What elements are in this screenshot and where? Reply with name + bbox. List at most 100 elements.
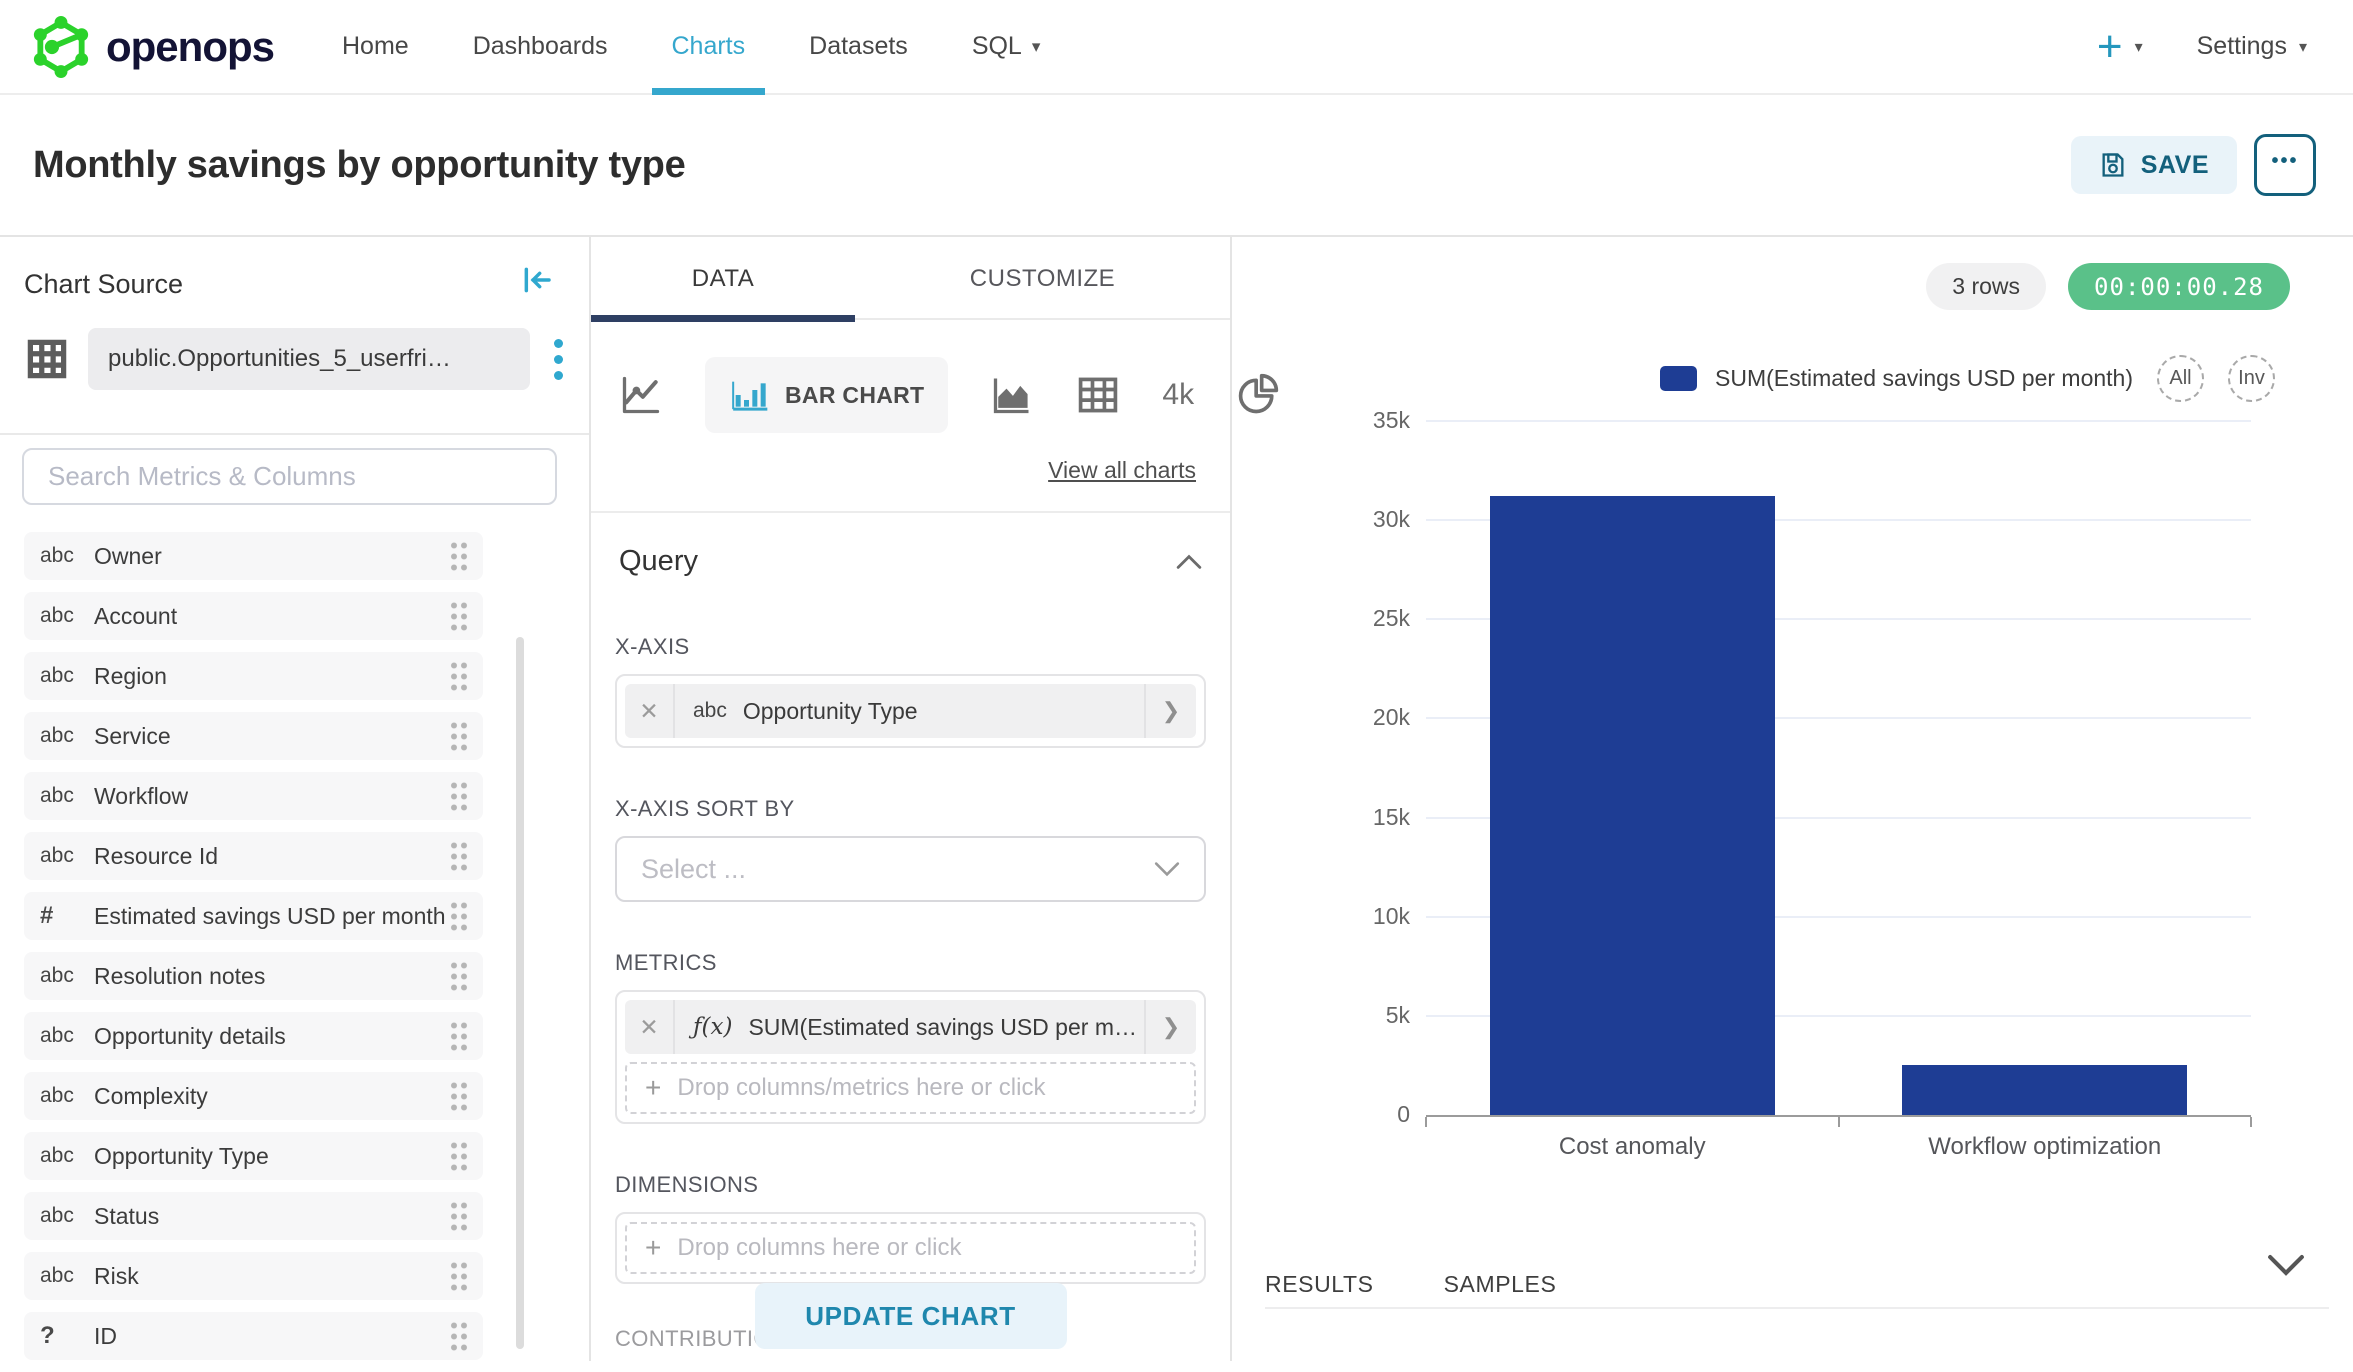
view-all-charts-link[interactable]: View all charts (1048, 457, 1196, 484)
column-item[interactable]: abc Risk (24, 1252, 483, 1300)
add-new-button[interactable]: + ▾ (2097, 25, 2143, 69)
y-axis-tick-label: 5k (1320, 1002, 1410, 1029)
page-header: Monthly savings by opportunity type SAVE… (0, 95, 2353, 235)
drag-handle-icon[interactable] (449, 1140, 469, 1172)
drag-handle-icon[interactable] (449, 1320, 469, 1352)
tab-results[interactable]: RESULTS (1265, 1271, 1374, 1298)
search-input[interactable] (22, 448, 557, 505)
drag-handle-icon[interactable] (449, 1080, 469, 1112)
column-item[interactable]: abc Service (24, 712, 483, 760)
x-axis-sort-select[interactable]: Select ... (615, 836, 1206, 902)
y-axis-tick-label: 20k (1320, 704, 1410, 731)
dataset-menu-button[interactable] (550, 335, 567, 384)
column-type-icon: abc (40, 1024, 94, 1048)
column-item[interactable]: # Estimated savings USD per month (24, 892, 483, 940)
x-axis-control: ✕ abc Opportunity Type ❯ (615, 674, 1206, 748)
legend-inv-button[interactable]: Inv (2228, 355, 2275, 402)
bar[interactable] (1902, 1065, 2187, 1115)
metrics-drop-zone[interactable]: + Drop columns/metrics here or click (625, 1062, 1196, 1114)
column-item[interactable]: abc Account (24, 592, 483, 640)
y-axis-tick-label: 10k (1320, 903, 1410, 930)
x-axis-sort-label: X-AXIS SORT BY (615, 796, 1206, 822)
divider (0, 433, 589, 435)
dimensions-drop-zone[interactable]: + Drop columns here or click (625, 1222, 1196, 1274)
settings-menu[interactable]: Settings ▾ (2197, 32, 2307, 61)
plus-icon: + (645, 1074, 661, 1102)
remove-icon[interactable]: ✕ (625, 1000, 675, 1054)
column-item[interactable]: abc Status (24, 1192, 483, 1240)
x-axis-category-label: Cost anomaly (1426, 1133, 1839, 1161)
column-item[interactable]: ? ID (24, 1312, 483, 1360)
table-chart-icon[interactable] (1076, 373, 1120, 417)
update-chart-button[interactable]: UPDATE CHART (755, 1283, 1067, 1349)
collapse-panel-button[interactable] (521, 265, 553, 295)
save-button[interactable]: SAVE (2071, 136, 2237, 194)
nav-item-home[interactable]: Home ▾ (310, 0, 441, 93)
dataset-selector[interactable]: public.Opportunities_5_userfri… (88, 328, 530, 390)
column-type-icon: abc (40, 964, 94, 988)
scrollbar[interactable] (516, 637, 524, 1349)
drag-handle-icon[interactable] (449, 660, 469, 692)
bar[interactable] (1490, 496, 1775, 1115)
column-item[interactable]: abc Region (24, 652, 483, 700)
chart-controls-panel: DATA CUSTOMIZE BAR CHART (591, 237, 1232, 1361)
column-item[interactable]: abc Complexity (24, 1072, 483, 1120)
openops-logo-icon (30, 16, 92, 78)
drag-handle-icon[interactable] (449, 720, 469, 752)
drag-handle-icon[interactable] (449, 1260, 469, 1292)
expand-icon[interactable]: ❯ (1144, 1000, 1196, 1054)
column-item[interactable]: abc Opportunity Type (24, 1132, 483, 1180)
column-item[interactable]: abc Resource Id (24, 832, 483, 880)
page-title: Monthly savings by opportunity type (0, 144, 685, 187)
nav-item-datasets[interactable]: Datasets ▾ (777, 0, 940, 93)
column-item[interactable]: abc Owner (24, 532, 483, 580)
big-number-chart-icon[interactable]: 4k (1162, 378, 1194, 412)
nav-item-dashboards[interactable]: Dashboards ▾ (441, 0, 640, 93)
column-type-icon: ? (40, 1322, 94, 1350)
chart-source-panel: Chart Source public.Opportunities_5_user… (0, 237, 591, 1361)
column-item[interactable]: abc Opportunity details (24, 1012, 483, 1060)
drag-handle-icon[interactable] (449, 840, 469, 872)
chart-type-picker: BAR CHART 4k (619, 355, 1202, 435)
axis-tick (2250, 1117, 2252, 1127)
ellipsis-icon: ••• (2271, 150, 2298, 173)
drag-handle-icon[interactable] (449, 900, 469, 932)
more-actions-button[interactable]: ••• (2254, 134, 2316, 196)
y-axis-tick-label: 15k (1320, 804, 1410, 831)
column-item[interactable]: abc Workflow (24, 772, 483, 820)
y-axis-tick-label: 25k (1320, 605, 1410, 632)
nav-item-sql[interactable]: SQL ▾ (940, 0, 1073, 93)
x-axis-value[interactable]: abc Opportunity Type (675, 698, 1144, 725)
collapse-section-icon[interactable] (1176, 553, 1202, 571)
legend-all-button[interactable]: All (2157, 355, 2204, 402)
columns-list: abc Owner abc Account abc Region abc Ser… (24, 532, 483, 1372)
legend-swatch[interactable] (1660, 366, 1697, 391)
drag-handle-icon[interactable] (449, 1020, 469, 1052)
column-item[interactable]: abc Resolution notes (24, 952, 483, 1000)
openops-logo[interactable]: openops (0, 16, 310, 78)
drag-handle-icon[interactable] (449, 600, 469, 632)
collapse-results-button[interactable] (2267, 1253, 2305, 1277)
metric-value[interactable]: ƒ(x) SUM(Estimated savings USD per m… (675, 1014, 1144, 1041)
axis-tick (1425, 1117, 1427, 1127)
legend-label[interactable]: SUM(Estimated savings USD per month) (1715, 365, 2133, 392)
remove-icon[interactable]: ✕ (625, 684, 675, 738)
expand-icon[interactable]: ❯ (1144, 684, 1196, 738)
column-type-icon: abc (40, 1264, 94, 1288)
tab-data[interactable]: DATA (591, 237, 855, 320)
drag-handle-icon[interactable] (449, 780, 469, 812)
line-chart-icon[interactable] (619, 373, 663, 417)
drag-handle-icon[interactable] (449, 540, 469, 572)
divider (1265, 1307, 2329, 1309)
drag-handle-icon[interactable] (449, 960, 469, 992)
y-axis-tick-label: 35k (1320, 407, 1410, 434)
tab-samples[interactable]: SAMPLES (1444, 1271, 1557, 1298)
drag-handle-icon[interactable] (449, 1200, 469, 1232)
column-type-icon: abc (693, 699, 727, 723)
column-type-icon: abc (40, 1204, 94, 1228)
tab-customize[interactable]: CUSTOMIZE (855, 237, 1230, 320)
bar-chart-type-selected[interactable]: BAR CHART (705, 357, 948, 433)
area-chart-icon[interactable] (990, 373, 1034, 417)
settings-label: Settings (2197, 32, 2287, 61)
nav-item-charts[interactable]: Charts ▾ (640, 0, 778, 93)
